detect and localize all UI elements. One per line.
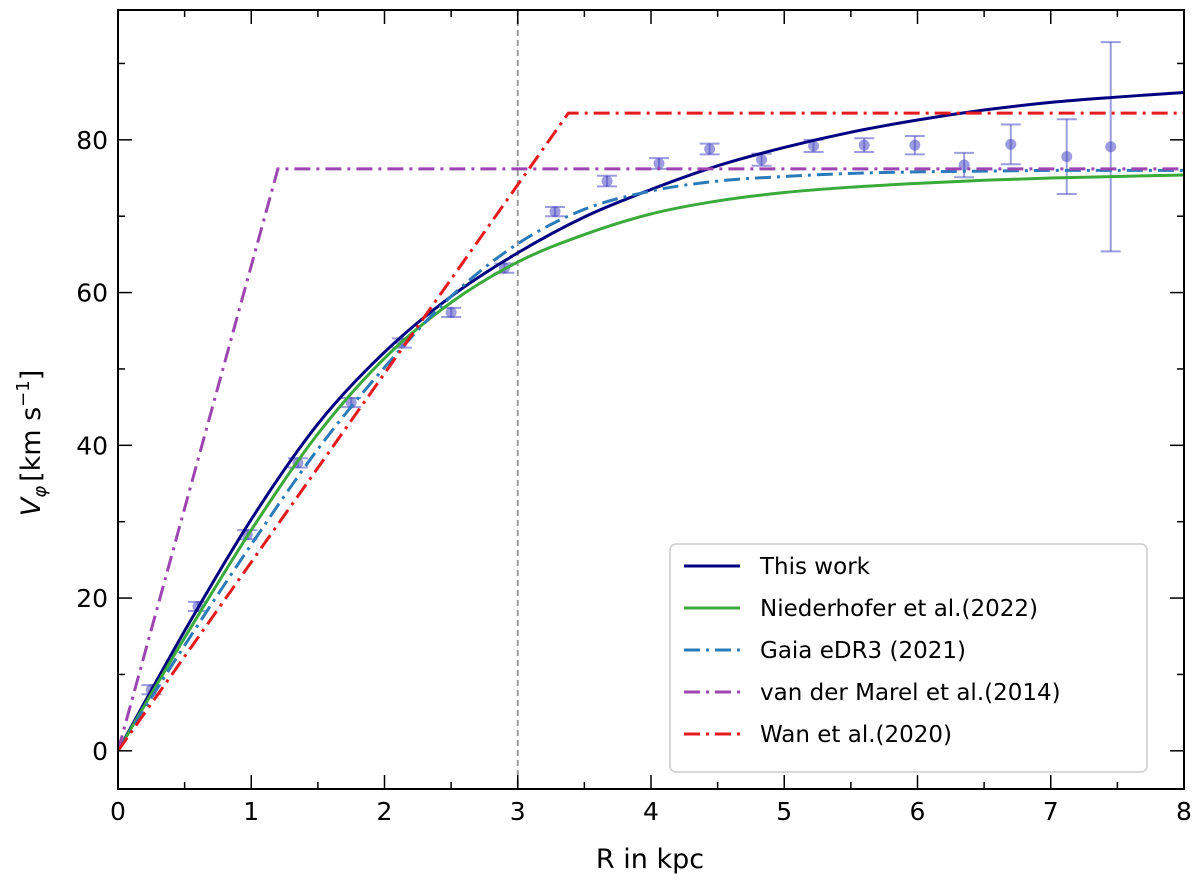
plot-area [117, 9, 1185, 790]
legend: This work Niederhofer et al.(2022) Gaia eD… [669, 543, 1148, 773]
y-tick-label: 0 [92, 737, 108, 766]
legend-box [669, 543, 1148, 773]
data-point [1105, 141, 1117, 153]
series-line [118, 168, 1184, 752]
data-point [958, 159, 970, 171]
data-point [704, 143, 716, 155]
x-tick-label: 2 [377, 797, 393, 826]
legend-label: Gaia eDR3 (2021) [760, 638, 966, 664]
y-axis-label-units-close: ] [16, 370, 47, 381]
x-tick-label: 4 [643, 797, 659, 826]
x-tick-label: 1 [243, 797, 259, 826]
x-tick-label: 6 [910, 797, 926, 826]
x-tick-label: 0 [110, 797, 126, 826]
series-line [118, 111, 1184, 752]
x-tick-label: 5 [776, 797, 792, 826]
y-axis-label-units-exponent: −1 [13, 380, 34, 407]
legend-label: This work [759, 554, 871, 580]
data-point [808, 140, 820, 152]
data-point [653, 158, 665, 170]
data-point [858, 139, 870, 151]
x-tick-label: 7 [1043, 797, 1059, 826]
y-axis-label: Vφ [km s−1] [13, 370, 51, 517]
legend-label: Niederhofer et al.(2022) [760, 596, 1038, 622]
series-line [118, 173, 1184, 752]
x-tick-label: 3 [510, 797, 526, 826]
axis-ticks [117, 10, 1185, 789]
data-point [909, 139, 921, 151]
y-tick-label: 20 [76, 584, 108, 613]
y-axis-label-units: [km s [16, 407, 47, 482]
series-lines-group [118, 90, 1184, 752]
y-tick-label: 60 [76, 279, 108, 308]
x-tick-label: 8 [1176, 797, 1192, 826]
x-axis-label: R in kpc [596, 844, 704, 875]
y-axis-label-symbol: V [16, 495, 47, 516]
legend-label: Wan et al.(2020) [760, 722, 952, 748]
series-line [118, 167, 1184, 752]
y-tick-label: 80 [76, 126, 108, 155]
data-point [601, 175, 613, 187]
legend-label: van der Marel et al.(2014) [760, 680, 1061, 706]
data-point [549, 206, 561, 218]
data-point [445, 306, 457, 318]
y-tick-label: 40 [76, 431, 108, 460]
series-line [118, 90, 1184, 752]
data-point [1005, 138, 1017, 150]
data-point [756, 154, 768, 166]
data-point [1061, 151, 1073, 163]
y-axis-label-subscript: φ [30, 486, 51, 498]
